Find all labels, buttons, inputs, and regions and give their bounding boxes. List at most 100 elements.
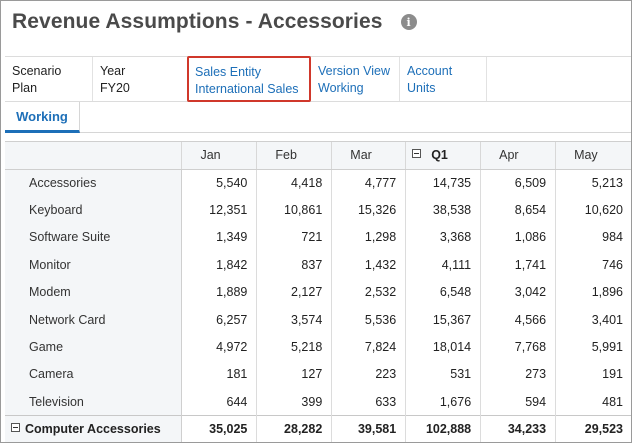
- data-cell[interactable]: 10,620: [555, 196, 631, 224]
- column-header-apr[interactable]: Apr: [480, 142, 557, 170]
- data-cell[interactable]: 1,842: [181, 251, 258, 279]
- data-cell[interactable]: 4,777: [331, 169, 407, 197]
- data-cell[interactable]: 102,888: [405, 415, 482, 442]
- data-cell[interactable]: 7,824: [331, 333, 407, 361]
- data-cell[interactable]: 39,581: [331, 415, 407, 442]
- table-row: Network Card 6,257 3,574 5,536 15,367 4,566 3,…: [5, 305, 631, 334]
- data-cell[interactable]: 5,540: [181, 169, 258, 197]
- data-cell[interactable]: 481: [555, 388, 631, 416]
- row-header-keyboard: Keyboard: [5, 196, 183, 224]
- data-cell[interactable]: 7,768: [480, 333, 557, 361]
- data-cell[interactable]: 8,654: [480, 196, 557, 224]
- row-header-monitor: Monitor: [5, 251, 183, 279]
- data-cell[interactable]: 1,298: [331, 223, 407, 252]
- tab-bar: Working: [5, 102, 631, 133]
- data-cell[interactable]: 6,509: [480, 169, 557, 197]
- data-cell[interactable]: 399: [256, 388, 333, 416]
- data-cell[interactable]: 746: [555, 251, 631, 279]
- data-cell[interactable]: 5,991: [555, 333, 631, 361]
- pov-sales-entity-label: Sales Entity: [195, 65, 262, 79]
- data-cell[interactable]: 2,127: [256, 278, 333, 306]
- total-row: Computer Accessories 35,025 28,282 39,581 10…: [5, 415, 631, 442]
- data-cell[interactable]: 984: [555, 223, 631, 252]
- table-row: Modem 1,889 2,127 2,532 6,548 3,042 1,896: [5, 278, 631, 306]
- column-header-q1-label: Q1: [431, 148, 448, 163]
- row-header-modem: Modem: [5, 278, 183, 306]
- grid-body: Accessories 5,540 4,418 4,777 14,735 6,509 5,2…: [5, 169, 631, 442]
- pov-sales-entity[interactable]: Sales Entity International Sales: [187, 56, 311, 102]
- data-cell[interactable]: 28,282: [256, 415, 333, 442]
- data-cell[interactable]: 4,418: [256, 169, 333, 197]
- data-cell[interactable]: 14,735: [405, 169, 482, 197]
- pov-version-view-label: Version View: [318, 64, 391, 78]
- data-cell[interactable]: 3,042: [480, 278, 557, 306]
- data-cell[interactable]: 4,972: [181, 333, 258, 361]
- data-cell[interactable]: 1,741: [480, 251, 557, 279]
- data-cell[interactable]: 5,213: [555, 169, 631, 197]
- data-cell[interactable]: 5,218: [256, 333, 333, 361]
- data-cell[interactable]: 1,086: [480, 223, 557, 252]
- pov-version-view-value: Working: [318, 81, 364, 95]
- data-cell[interactable]: 5,536: [331, 305, 407, 334]
- data-cell[interactable]: 1,896: [555, 278, 631, 306]
- row-header-software-suite: Software Suite: [5, 223, 183, 252]
- pov-account[interactable]: Account Units: [400, 57, 487, 101]
- column-header-q1[interactable]: Q1: [405, 142, 482, 170]
- data-cell[interactable]: 3,574: [256, 305, 333, 334]
- data-cell[interactable]: 1,676: [405, 388, 482, 416]
- data-cell[interactable]: 29,523: [555, 415, 631, 442]
- data-cell[interactable]: 15,367: [405, 305, 482, 334]
- title-row: Revenue Assumptions - Accessories i: [12, 7, 417, 37]
- column-header-mar[interactable]: Mar: [331, 142, 407, 170]
- row-header-game: Game: [5, 333, 183, 361]
- data-cell[interactable]: 633: [331, 388, 407, 416]
- data-cell[interactable]: 18,014: [405, 333, 482, 361]
- data-cell[interactable]: 3,368: [405, 223, 482, 252]
- data-cell[interactable]: 273: [480, 360, 557, 389]
- column-header-may[interactable]: May: [555, 142, 631, 170]
- table-row: Game 4,972 5,218 7,824 18,014 7,768 5,991: [5, 333, 631, 361]
- column-header-feb[interactable]: Feb: [256, 142, 333, 170]
- data-cell[interactable]: 721: [256, 223, 333, 252]
- data-cell[interactable]: 4,111: [405, 251, 482, 279]
- info-icon[interactable]: i: [400, 14, 417, 30]
- data-cell[interactable]: 6,548: [405, 278, 482, 306]
- tab-working[interactable]: Working: [5, 102, 80, 133]
- data-cell[interactable]: 531: [405, 360, 482, 389]
- data-cell[interactable]: 4,566: [480, 305, 557, 334]
- data-cell[interactable]: 644: [181, 388, 258, 416]
- data-cell[interactable]: 594: [480, 388, 557, 416]
- pov-scenario: Scenario Plan: [5, 57, 93, 101]
- data-cell[interactable]: 1,889: [181, 278, 258, 306]
- data-cell[interactable]: 181: [181, 360, 258, 389]
- total-row-header[interactable]: Computer Accessories: [5, 415, 183, 442]
- data-cell[interactable]: 2,532: [331, 278, 407, 306]
- data-cell[interactable]: 3,401: [555, 305, 631, 334]
- data-cell[interactable]: 10,861: [256, 196, 333, 224]
- data-cell[interactable]: 34,233: [480, 415, 557, 442]
- data-cell[interactable]: 15,326: [331, 196, 407, 224]
- table-row: Keyboard 12,351 10,861 15,326 38,538 8,654 10,…: [5, 196, 631, 224]
- table-row: Software Suite 1,349 721 1,298 3,368 1,086 984: [5, 223, 631, 252]
- data-cell[interactable]: 1,349: [181, 223, 258, 252]
- data-cell[interactable]: 6,257: [181, 305, 258, 334]
- total-row-label: Computer Accessories: [25, 422, 161, 437]
- data-cell[interactable]: 12,351: [181, 196, 258, 224]
- collapse-icon[interactable]: [412, 149, 422, 159]
- grid-corner: [5, 142, 183, 170]
- data-cell[interactable]: 127: [256, 360, 333, 389]
- pov-sales-entity-value: International Sales: [195, 82, 299, 96]
- pov-year-label: Year: [100, 64, 126, 78]
- table-row: Monitor 1,842 837 1,432 4,111 1,741 746: [5, 251, 631, 279]
- data-cell[interactable]: 223: [331, 360, 407, 389]
- data-cell[interactable]: 191: [555, 360, 631, 389]
- column-header-jan[interactable]: Jan: [181, 142, 258, 170]
- pov-version-view[interactable]: Version View Working: [311, 57, 400, 101]
- data-grid: Jan Feb Mar Q1 Apr May Accessories 5,540 4…: [5, 141, 631, 442]
- data-cell[interactable]: 1,432: [331, 251, 407, 279]
- data-cell[interactable]: 837: [256, 251, 333, 279]
- data-cell[interactable]: 38,538: [405, 196, 482, 224]
- collapse-icon[interactable]: [11, 423, 20, 433]
- data-cell[interactable]: 35,025: [181, 415, 258, 442]
